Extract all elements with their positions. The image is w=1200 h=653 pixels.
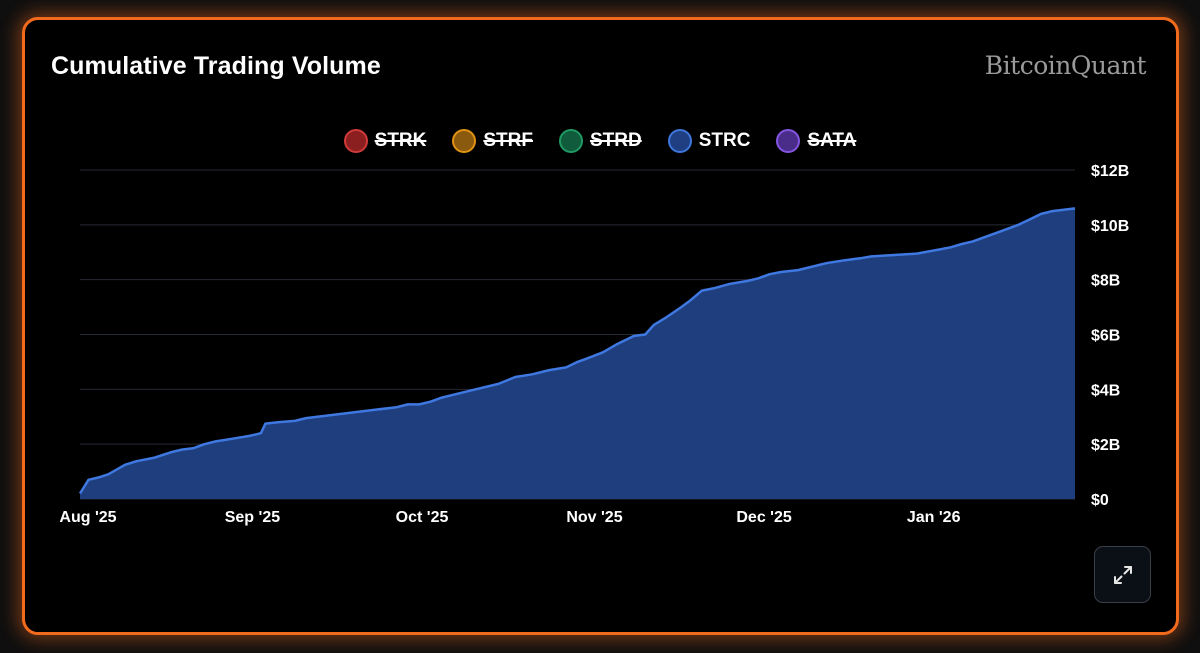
x-tick-label: Dec '25	[736, 509, 792, 526]
y-axis: $0 $2B $4B $6B $8B $10B $12B	[1091, 163, 1129, 509]
x-tick-label: Nov '25	[566, 509, 622, 526]
y-tick-label: $2B	[1091, 437, 1120, 454]
chart-legend: STRK STRF STRD STRC SATA	[0, 129, 1200, 153]
legend-swatch-strf	[452, 129, 477, 153]
legend-label-strf: STRF	[483, 130, 533, 151]
legend-item-strc[interactable]: STRC	[667, 129, 751, 153]
legend-item-strf[interactable]: STRF	[452, 129, 533, 153]
expand-button[interactable]	[1094, 546, 1151, 603]
legend-item-strd[interactable]: STRD	[558, 129, 642, 153]
y-tick-label: $12B	[1091, 163, 1129, 180]
x-axis: Aug '25 Sep '25 Oct '25 Nov '25 Dec '25 Jan '…	[59, 509, 960, 526]
legend-item-strk[interactable]: STRK	[343, 129, 427, 153]
y-tick-label: $0	[1091, 492, 1109, 509]
legend-swatch-strd	[558, 129, 583, 153]
y-tick-label: $4B	[1091, 382, 1120, 399]
chart-title: Cumulative Trading Volume	[51, 52, 381, 80]
legend-label-strc: STRC	[698, 130, 751, 151]
series-layer	[78, 207, 1076, 499]
legend-swatch-strc	[667, 129, 692, 153]
y-tick-label: $8B	[1091, 273, 1120, 290]
legend-swatch-strk	[343, 129, 368, 153]
brand-logo: BitcoinQuant	[984, 51, 1147, 80]
legend-label-strk: STRK	[374, 130, 427, 151]
x-tick-label: Aug '25	[59, 509, 116, 526]
series-area-strc	[80, 208, 1075, 499]
y-tick-label: $6B	[1091, 328, 1120, 345]
legend-swatch-sata	[776, 129, 801, 153]
x-tick-label: Jan '26	[907, 509, 961, 526]
expand-icon	[1113, 565, 1132, 584]
x-tick-label: Oct '25	[396, 509, 449, 526]
x-tick-label: Sep '25	[225, 509, 280, 526]
legend-label-sata: SATA	[807, 130, 857, 151]
series-line-strc	[78, 207, 1076, 495]
legend-label-strd: STRD	[589, 130, 642, 151]
y-tick-label: $10B	[1091, 218, 1129, 235]
legend-item-sata[interactable]: SATA	[776, 129, 856, 153]
